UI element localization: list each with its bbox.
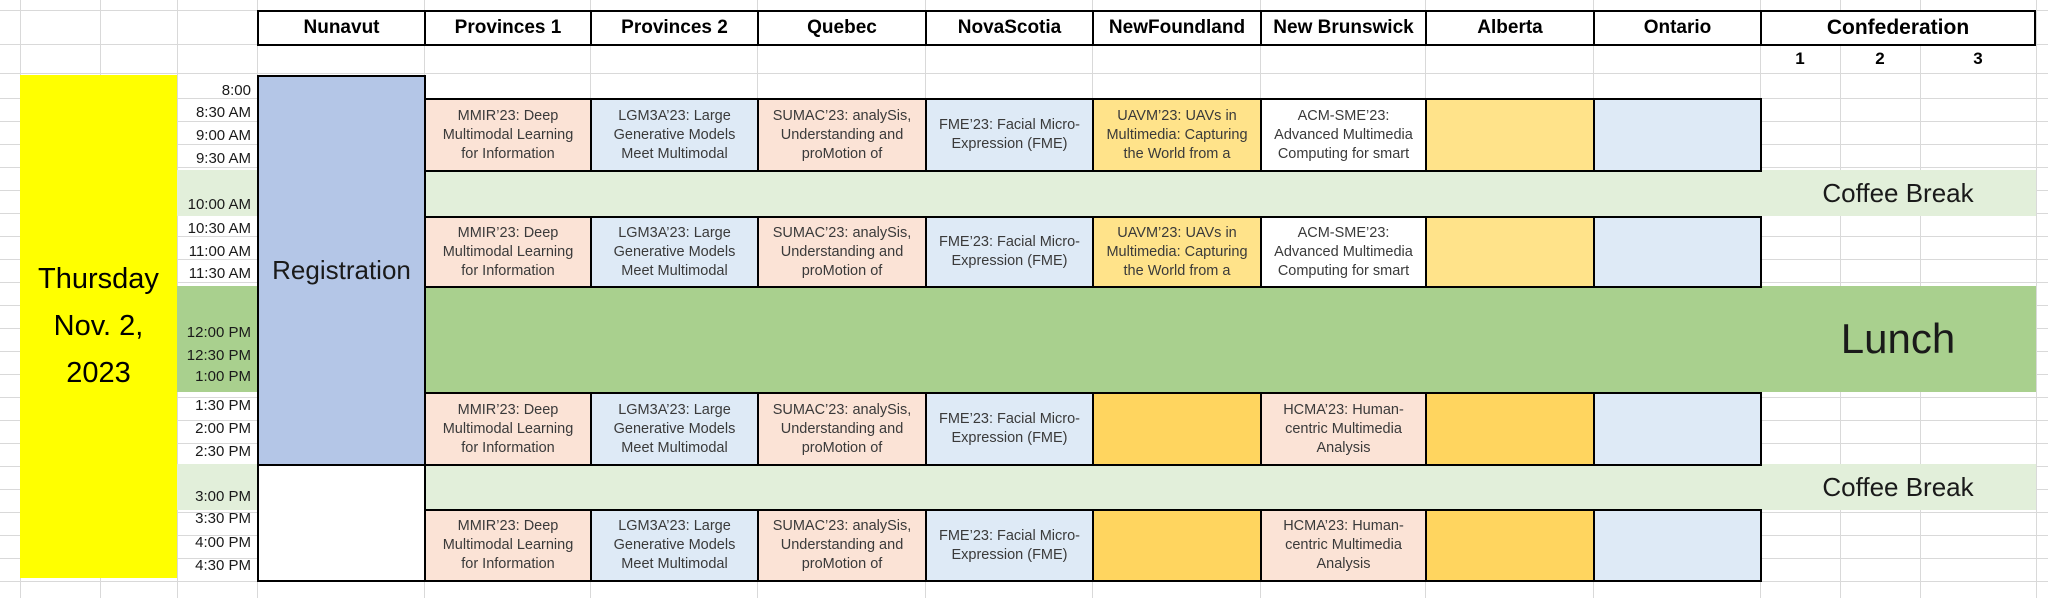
session2-uavm[interactable]: UAVM’23: UAVs in Multimedia: Capturing t…	[1092, 216, 1262, 288]
date-cell[interactable]: Thursday Nov. 2, 2023	[20, 75, 177, 578]
session3-newfoundland-block[interactable]	[1092, 392, 1262, 466]
time-label-0830[interactable]: 8:30 AM	[195, 104, 251, 121]
time-label-1530[interactable]: 3:30 PM	[195, 510, 251, 527]
time-label-1500[interactable]: 3:00 PM	[195, 488, 251, 505]
session3-hcma[interactable]: HCMA’23: Human- centric Multimedia Analy…	[1260, 392, 1427, 466]
time-label-1600[interactable]: 4:00 PM	[195, 534, 251, 551]
session3-lgm3a[interactable]: LGM3A’23: Large Generative Models Meet M…	[590, 392, 759, 466]
session3-fme[interactable]: FME’23: Facial Micro- Expression (FME)	[925, 392, 1094, 466]
session4-alberta-block[interactable]	[1425, 509, 1595, 582]
room-header-provinces-1[interactable]: Provinces 1	[424, 10, 592, 46]
session4-lgm3a[interactable]: LGM3A’23: Large Generative Models Meet M…	[590, 509, 759, 582]
session2-alberta-block[interactable]	[1425, 216, 1595, 288]
session2-acm-sme[interactable]: ACM-SME’23: Advanced Multimedia Computin…	[1260, 216, 1427, 288]
session1-uavm[interactable]: UAVM’23: UAVs in Multimedia: Capturing t…	[1092, 98, 1262, 172]
time-label-1330[interactable]: 1:30 PM	[195, 397, 251, 414]
coffee-break-band-morning[interactable]	[177, 170, 2036, 216]
session4-sumac[interactable]: SUMAC’23: analySis, Understanding and pr…	[757, 509, 927, 582]
session4-mmir[interactable]: MMIR’23: Deep Multimodal Learning for In…	[424, 509, 592, 582]
session3-mmir[interactable]: MMIR’23: Deep Multimodal Learning for In…	[424, 392, 592, 466]
session3-alberta-block[interactable]	[1425, 392, 1595, 466]
time-label-1430[interactable]: 2:30 PM	[195, 443, 251, 460]
confederation-subcolumn-3[interactable]: 3	[1973, 49, 1983, 68]
session1-acm-sme[interactable]: ACM-SME’23: Advanced Multimedia Computin…	[1260, 98, 1427, 172]
session1-sumac[interactable]: SUMAC’23: analySis, Understanding and pr…	[757, 98, 927, 172]
lunch-band[interactable]	[177, 286, 2036, 392]
coffee-break-label-afternoon: Coffee Break	[1822, 471, 1974, 502]
session2-fme[interactable]: FME’23: Facial Micro- Expression (FME)	[925, 216, 1094, 288]
time-label-0930[interactable]: 9:30 AM	[195, 150, 251, 167]
confederation-subcolumn-1[interactable]: 1	[1795, 49, 1805, 68]
room-header-confederation[interactable]: Confederation	[1760, 10, 2036, 46]
time-label-1400[interactable]: 2:00 PM	[195, 420, 251, 437]
session2-sumac[interactable]: SUMAC’23: analySis, Understanding and pr…	[757, 216, 927, 288]
room-header-nunavut[interactable]: Nunavut	[257, 10, 426, 46]
coffee-break-band-afternoon[interactable]	[177, 464, 2036, 510]
room-header-quebec[interactable]: Quebec	[757, 10, 927, 46]
session2-ontario-block[interactable]	[1593, 216, 1762, 288]
room-header-provinces-2[interactable]: Provinces 2	[590, 10, 759, 46]
session3-ontario-block[interactable]	[1593, 392, 1762, 466]
session1-alberta-block[interactable]	[1425, 98, 1595, 172]
confederation-subcolumn-2[interactable]: 2	[1875, 49, 1885, 68]
time-label-1300[interactable]: 1:00 PM	[195, 368, 251, 385]
registration-block[interactable]: Registration	[257, 75, 426, 466]
time-label-0900[interactable]: 9:00 AM	[195, 127, 251, 144]
room-header-alberta[interactable]: Alberta	[1425, 10, 1595, 46]
session1-ontario-block[interactable]	[1593, 98, 1762, 172]
time-label-1230[interactable]: 12:30 PM	[186, 347, 251, 364]
time-label-1200[interactable]: 12:00 PM	[186, 324, 251, 341]
room-header-novascotia[interactable]: NovaScotia	[925, 10, 1094, 46]
coffee-break-label-morning: Coffee Break	[1822, 177, 1974, 208]
time-label-1000[interactable]: 10:00 AM	[187, 196, 251, 213]
session3-sumac[interactable]: SUMAC’23: analySis, Understanding and pr…	[757, 392, 927, 466]
time-label-1100[interactable]: 11:00 AM	[188, 243, 251, 260]
room-header-newfoundland[interactable]: NewFoundland	[1092, 10, 1262, 46]
session1-fme[interactable]: FME’23: Facial Micro- Expression (FME)	[925, 98, 1094, 172]
session1-mmir[interactable]: MMIR’23: Deep Multimodal Learning for In…	[424, 98, 592, 172]
session2-mmir[interactable]: MMIR’23: Deep Multimodal Learning for In…	[424, 216, 592, 288]
session4-newfoundland-block[interactable]	[1092, 509, 1262, 582]
nunavut-empty-block[interactable]	[257, 464, 426, 582]
time-label-1630[interactable]: 4:30 PM	[195, 557, 251, 574]
time-label-1030[interactable]: 10:30 AM	[187, 220, 251, 237]
session2-lgm3a[interactable]: LGM3A’23: Large Generative Models Meet M…	[590, 216, 759, 288]
session4-hcma[interactable]: HCMA’23: Human- centric Multimedia Analy…	[1260, 509, 1427, 582]
time-label-1130[interactable]: 11:30 AM	[188, 265, 251, 282]
lunch-label: Lunch	[1840, 315, 1956, 362]
session1-lgm3a[interactable]: LGM3A’23: Large Generative Models Meet M…	[590, 98, 759, 172]
room-header-new-brunswick[interactable]: New Brunswick	[1260, 10, 1427, 46]
session4-ontario-block[interactable]	[1593, 509, 1762, 582]
time-label-0800[interactable]: 8:00	[221, 82, 251, 99]
room-header-ontario[interactable]: Ontario	[1593, 10, 1762, 46]
session4-fme[interactable]: FME’23: Facial Micro- Expression (FME)	[925, 509, 1094, 582]
